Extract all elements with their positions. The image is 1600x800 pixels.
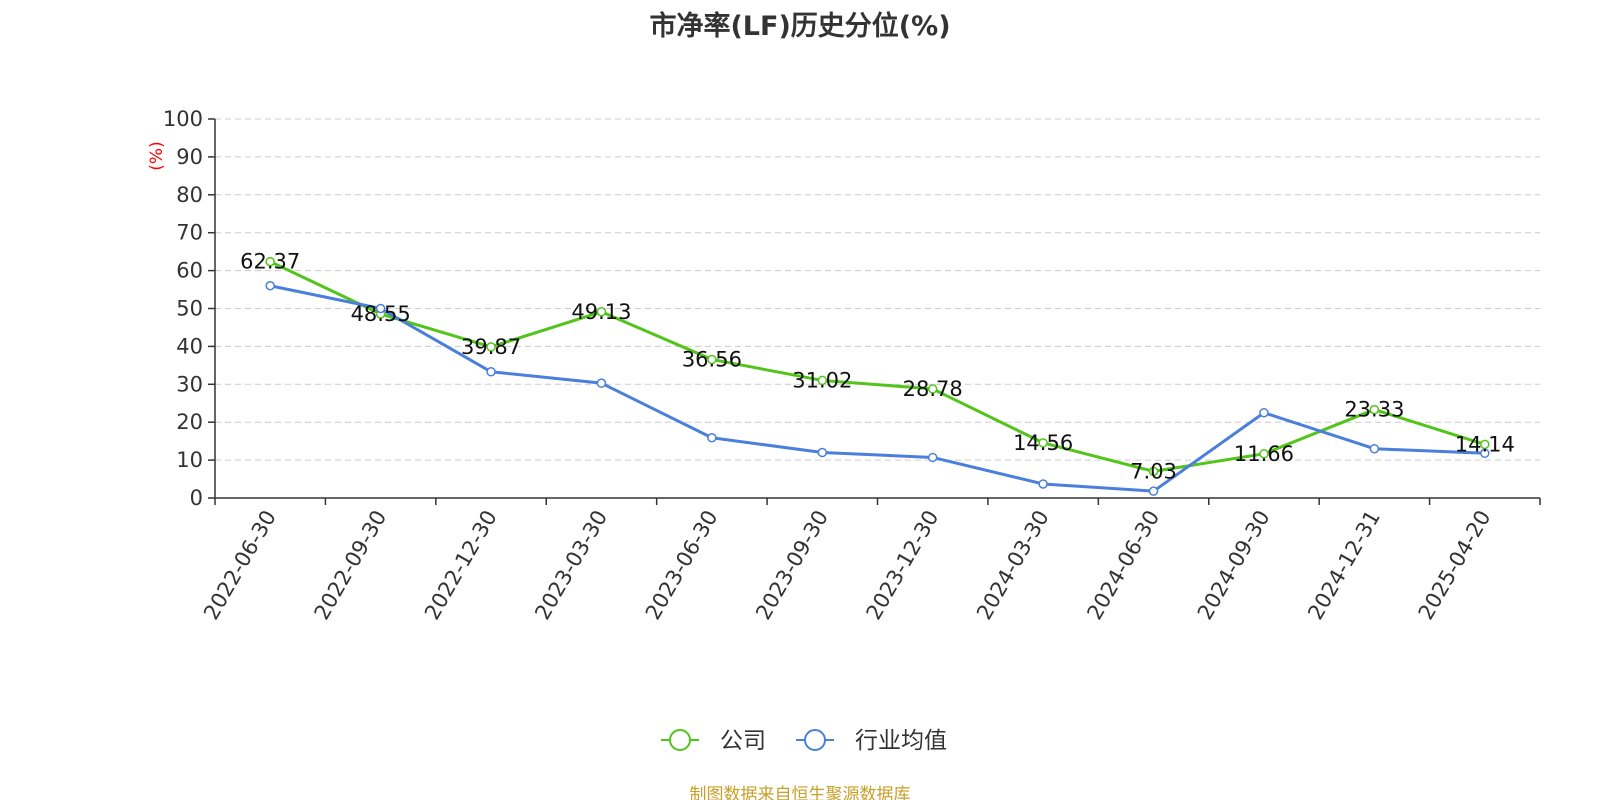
data-point [707, 354, 717, 365]
data-label: 49.13 [571, 300, 631, 324]
series-lines [269, 260, 1486, 493]
y-axis-unit-label: (%) [147, 141, 167, 170]
x-tick-label: 2022-12-30 [420, 506, 502, 624]
x-tick-label: 2024-12-31 [1303, 506, 1385, 624]
data-label: 36.56 [682, 347, 742, 371]
data-labels: 62.37 48.55 39.87 49.13 36.56 31.02 28.78 14.56… [240, 250, 1515, 484]
y-tick-label: 30 [176, 372, 203, 396]
x-tick-label: 2025-04-20 [1414, 506, 1496, 624]
y-tick-label: 70 [176, 221, 203, 245]
y-tick-label: 40 [176, 334, 203, 358]
data-point [1480, 439, 1490, 450]
data-label: 11.66 [1234, 442, 1294, 466]
data-point [1148, 466, 1159, 477]
data-point [596, 378, 607, 388]
data-label: 48.55 [351, 302, 411, 326]
legend-marker-1 [669, 729, 691, 751]
source-note: 制图数据来自恒生聚源数据库 [689, 785, 911, 800]
data-label: 31.02 [792, 368, 852, 392]
data-point [1259, 449, 1269, 459]
data-point [817, 447, 828, 458]
x-tick-label: 2023-06-30 [641, 506, 723, 624]
chart-title: 市净率(LF)历史分位(%) [649, 11, 951, 42]
y-tick-label: 50 [176, 297, 203, 321]
series-points [265, 256, 1490, 496]
data-point [1480, 448, 1490, 459]
series-line-1 [269, 260, 1486, 473]
data-point [927, 384, 938, 394]
x-tick-label: 2024-03-30 [972, 506, 1054, 624]
data-label: 14.56 [1013, 431, 1073, 455]
y-tick-label: 0 [190, 486, 203, 510]
legend-label-2: 行业均值 [855, 728, 947, 754]
legend: 公司 行业均值 [661, 728, 947, 754]
data-point [596, 307, 607, 317]
data-point [817, 375, 828, 386]
data-point [1259, 407, 1269, 418]
data-label: 62.37 [240, 250, 300, 274]
data-label: 28.78 [903, 377, 963, 401]
series-line-2 [269, 284, 1485, 493]
y-tick-label: 60 [176, 259, 203, 283]
x-tick-label: 2022-06-30 [199, 506, 281, 624]
y-tick-label: 10 [176, 448, 203, 472]
legend-marker-2 [804, 729, 826, 751]
legend-label-1: 公司 [720, 728, 766, 754]
data-point [265, 281, 275, 291]
line-chart: 0 10 20 30 40 50 60 70 80 90 100 2022-06-30 2022-09-… [147, 107, 1541, 754]
x-tick-label: 2023-09-30 [751, 506, 833, 624]
data-point [1038, 479, 1048, 489]
data-point [265, 256, 275, 267]
data-label: 14.14 [1455, 432, 1515, 456]
data-point [486, 367, 496, 377]
data-point [927, 452, 938, 463]
x-tick-label: 2024-06-30 [1082, 506, 1164, 624]
data-point [375, 303, 386, 314]
x-tick-label: 2023-03-30 [530, 506, 612, 624]
data-point [1369, 404, 1380, 415]
y-tick-label: 100 [163, 107, 203, 131]
y-tick-label: 80 [176, 183, 203, 207]
data-point [486, 342, 496, 352]
y-tick-label: 20 [176, 410, 203, 434]
data-point [707, 432, 717, 443]
y-tick-label: 90 [176, 145, 203, 169]
data-point [1038, 438, 1048, 448]
x-tick-label: 2022-09-30 [310, 506, 392, 624]
axes: 0 10 20 30 40 50 60 70 80 90 100 2022-06-30 2022-09-… [163, 107, 1541, 624]
data-label: 7.03 [1130, 459, 1177, 483]
data-point [1369, 443, 1380, 454]
gridlines [215, 118, 1540, 461]
data-point [1148, 486, 1159, 496]
x-tick-label: 2023-12-30 [862, 506, 944, 624]
data-label: 39.87 [461, 335, 521, 359]
x-tick-label: 2024-09-30 [1193, 506, 1275, 624]
data-label: 23.33 [1344, 398, 1404, 422]
